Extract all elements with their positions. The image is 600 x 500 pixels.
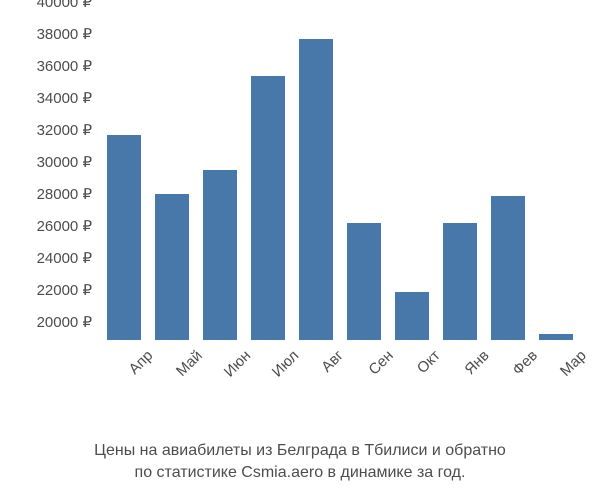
caption-line-1: Цены на авиабилеты из Белграда в Тбилиси… bbox=[94, 442, 506, 459]
bar bbox=[347, 223, 381, 340]
bar bbox=[155, 194, 189, 340]
x-tick-label: Сен bbox=[358, 340, 397, 379]
y-tick-label: 40000 ₽ bbox=[37, 0, 100, 11]
y-tick-label: 22000 ₽ bbox=[37, 281, 100, 299]
y-tick-label: 30000 ₽ bbox=[37, 153, 100, 171]
y-tick-label: 26000 ₽ bbox=[37, 217, 100, 235]
y-tick-label: 36000 ₽ bbox=[37, 57, 100, 75]
y-tick-label: 24000 ₽ bbox=[37, 249, 100, 267]
bar bbox=[539, 334, 573, 340]
bar bbox=[443, 223, 477, 340]
y-tick-label: 20000 ₽ bbox=[37, 313, 100, 331]
x-tick-label: Фев bbox=[502, 340, 541, 379]
bar bbox=[251, 76, 285, 340]
y-tick-label: 32000 ₽ bbox=[37, 121, 100, 139]
x-tick-label: Мар bbox=[550, 340, 590, 380]
y-tick-label: 38000 ₽ bbox=[37, 25, 100, 43]
caption-line-2: по статистике Csmia.aero в динамике за г… bbox=[135, 464, 466, 481]
bar bbox=[491, 196, 525, 340]
x-tick-label: Апр bbox=[119, 340, 157, 378]
y-tick-label: 28000 ₽ bbox=[37, 185, 100, 203]
x-tick-label: Янв bbox=[454, 340, 492, 378]
bar bbox=[203, 170, 237, 340]
chart-caption: Цены на авиабилеты из Белграда в Тбилиси… bbox=[0, 440, 600, 483]
x-tick-label: Май bbox=[166, 340, 206, 380]
x-tick-label: Авг bbox=[311, 340, 347, 376]
plot-area: 20000 ₽22000 ₽24000 ₽26000 ₽28000 ₽30000… bbox=[100, 20, 580, 340]
y-tick-label: 34000 ₽ bbox=[37, 89, 100, 107]
chart-container: 20000 ₽ 22000 ₽ 24000 ₽ 26000 ₽ 28000 ₽ 30000… bbox=[0, 0, 600, 500]
bar bbox=[299, 39, 333, 340]
bar bbox=[395, 292, 429, 340]
x-tick-label: Окт bbox=[407, 340, 444, 377]
bar bbox=[107, 135, 141, 340]
x-tick-label: Июл bbox=[262, 340, 303, 381]
x-tick-label: Июн bbox=[214, 340, 255, 381]
